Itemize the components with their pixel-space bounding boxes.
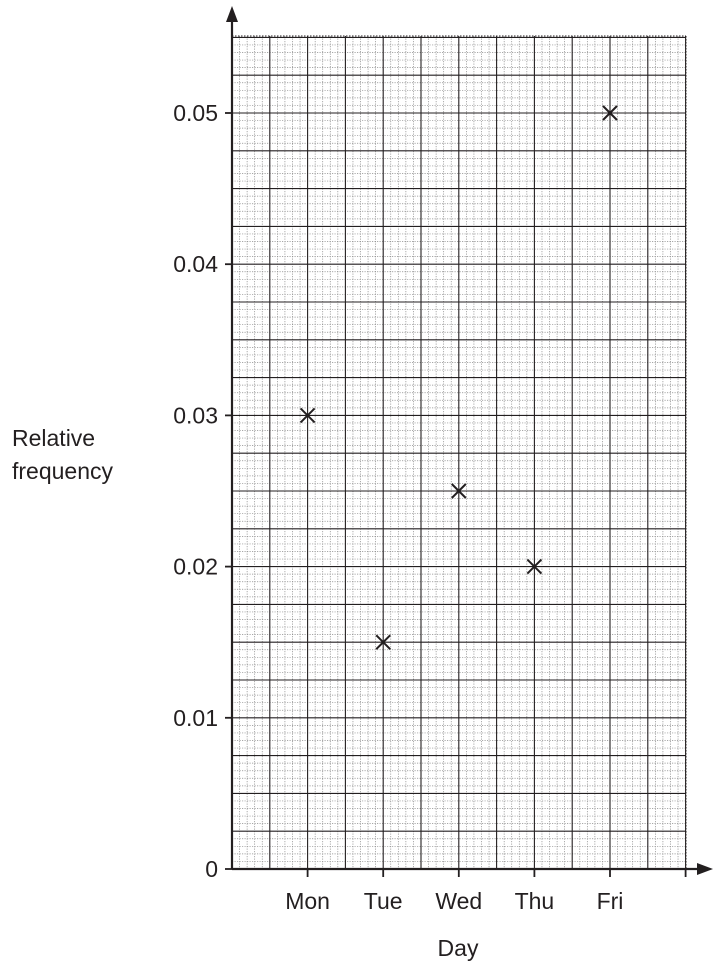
y-tick-label: 0.05: [173, 100, 218, 126]
x-tick-label: Tue: [364, 888, 403, 914]
y-tick-label: 0.01: [173, 705, 218, 731]
data-point: [451, 483, 467, 499]
data-point: [299, 407, 316, 424]
y-tick-label: 0.02: [173, 554, 218, 580]
axis-ticks: [225, 112, 687, 877]
x-tick-label: Wed: [435, 888, 482, 914]
y-tick-label: 0.04: [173, 251, 218, 277]
data-point: [526, 558, 543, 575]
data-point: [602, 105, 618, 121]
y-tick-label: 0.03: [173, 402, 218, 428]
x-axis-title: Day: [438, 935, 479, 961]
major-grid: [231, 35, 687, 870]
x-axis-arrowhead: [697, 863, 713, 875]
y-axis-title-line2: frequency: [12, 458, 114, 484]
y-tick-label: 0: [205, 856, 218, 882]
x-tick-label: Mon: [285, 888, 330, 914]
x-tick-label: Thu: [515, 888, 555, 914]
y-axis-title-line1: Relative: [12, 425, 95, 451]
data-point: [375, 634, 391, 650]
y-axis-arrowhead: [226, 6, 238, 22]
x-tick-label: Fri: [597, 888, 624, 914]
axes: [226, 6, 713, 875]
data-points: [299, 105, 618, 650]
tick-labels: 0 0.01 0.02 0.03 0.04 0.05 Mon Tue Wed Thu Fri: [173, 100, 623, 914]
